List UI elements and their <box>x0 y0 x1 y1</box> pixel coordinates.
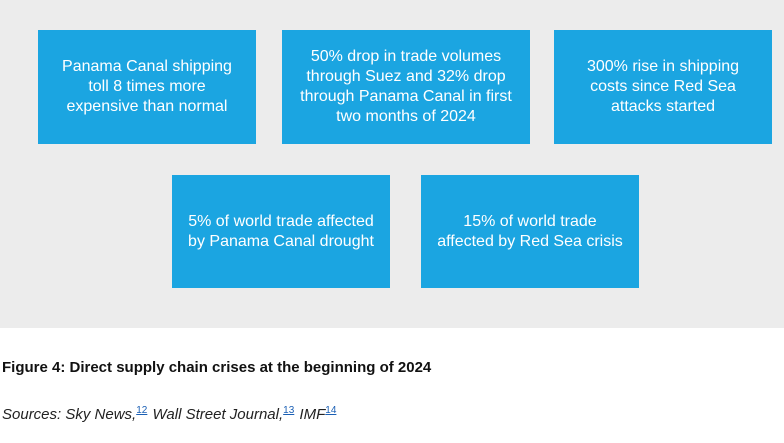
stat-card-panama-toll: Panama Canal shipping toll 8 times more … <box>38 30 256 144</box>
sources-prefix: Sources: <box>2 406 66 423</box>
stat-card-text: 50% drop in trade volumes through Suez a… <box>300 48 512 125</box>
stat-card-text: 300% rise in shipping costs since Red Se… <box>586 58 740 115</box>
footnote-link[interactable]: 13 <box>283 405 295 416</box>
stat-card-shipping-cost-rise: 300% rise in shipping costs since Red Se… <box>554 30 772 144</box>
stat-card-red-sea-crisis: 15% of world trade affected by Red Sea c… <box>421 175 639 288</box>
stat-card-text: Panama Canal shipping toll 8 times more … <box>62 58 232 115</box>
source-name: IMF <box>295 406 326 423</box>
infographic-panel: Panama Canal shipping toll 8 times more … <box>0 0 784 328</box>
stat-card-text: 5% of world trade affected by Panama Can… <box>188 212 374 250</box>
source-name: Wall Street Journal, <box>148 406 284 423</box>
footnote-link[interactable]: 12 <box>136 405 148 416</box>
footnote-link[interactable]: 14 <box>325 405 337 416</box>
stat-card-panama-drought: 5% of world trade affected by Panama Can… <box>172 175 390 288</box>
sources-line: Sources: Sky News,12 Wall Street Journal… <box>2 405 337 423</box>
stat-card-trade-volume-drop: 50% drop in trade volumes through Suez a… <box>282 30 530 144</box>
stat-card-text: 15% of world trade affected by Red Sea c… <box>437 212 623 250</box>
source-name: Sky News, <box>65 406 137 423</box>
figure-caption: Figure 4: Direct supply chain crises at … <box>2 359 432 376</box>
